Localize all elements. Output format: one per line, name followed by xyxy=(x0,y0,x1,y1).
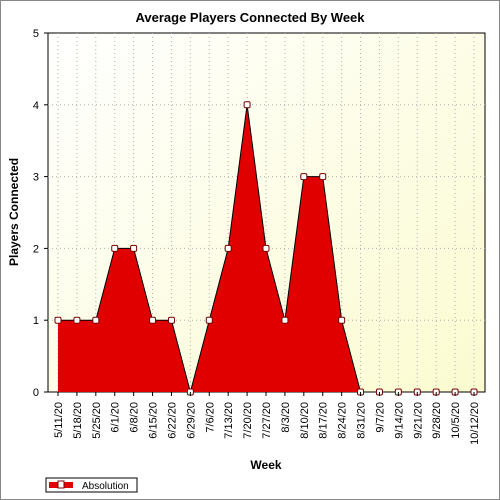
y-axis-label: Players Connected xyxy=(7,158,21,266)
x-tick-label: 7/27/20 xyxy=(261,402,273,439)
x-tick-label: 5/18/20 xyxy=(72,402,84,439)
y-tick-label: 0 xyxy=(33,387,39,399)
x-tick-label: 10/12/20 xyxy=(469,402,481,445)
data-point xyxy=(224,244,232,252)
data-point xyxy=(319,173,327,181)
x-tick-label: 6/8/20 xyxy=(129,402,141,433)
data-point xyxy=(54,316,62,324)
legend: Absolution xyxy=(45,477,138,493)
data-point xyxy=(243,101,251,109)
x-tick-label: 6/22/20 xyxy=(166,402,178,439)
chart-title: Average Players Connected By Week xyxy=(135,10,365,25)
x-tick-label: 9/7/20 xyxy=(374,402,386,433)
legend-box xyxy=(45,477,138,493)
x-tick-label: 9/28/20 xyxy=(431,402,443,439)
x-tick-label: 8/10/20 xyxy=(299,402,311,439)
y-axis-ticks: 0 1 2 3 4 5 xyxy=(33,28,48,399)
x-tick-label: 9/14/20 xyxy=(393,402,405,439)
legend-marker xyxy=(57,480,65,489)
data-point xyxy=(73,316,81,324)
data-point xyxy=(167,316,175,324)
data-point xyxy=(92,316,100,324)
data-point xyxy=(111,244,119,252)
data-point xyxy=(338,316,346,324)
x-tick-label: 5/11/20 xyxy=(53,402,65,438)
x-axis-label: Week xyxy=(250,458,281,472)
x-tick-label: 7/20/20 xyxy=(242,402,254,439)
data-point xyxy=(130,244,138,252)
x-tick-label: 6/29/20 xyxy=(185,402,197,439)
x-tick-label: 10/5/20 xyxy=(450,402,462,439)
x-tick-label: 8/17/20 xyxy=(318,402,330,439)
data-point xyxy=(300,173,308,181)
y-tick-label: 1 xyxy=(33,315,39,327)
x-tick-label: 7/13/20 xyxy=(223,402,235,439)
x-tick-label: 7/6/20 xyxy=(204,402,216,433)
x-tick-label: 6/1/20 xyxy=(110,402,122,433)
data-point xyxy=(262,244,270,252)
x-axis-ticks: 5/11/20 5/18/20 5/25/20 6/1/20 6/8/20 6/15/20… xyxy=(53,392,481,445)
x-tick-label: 8/3/20 xyxy=(280,402,292,433)
x-tick-label: 6/15/20 xyxy=(148,402,160,439)
y-tick-label: 2 xyxy=(33,243,39,255)
data-point xyxy=(281,316,289,324)
data-point xyxy=(149,316,157,324)
x-tick-label: 8/24/20 xyxy=(337,402,349,439)
y-tick-label: 5 xyxy=(33,28,39,40)
y-tick-label: 3 xyxy=(33,172,39,184)
x-tick-label: 5/25/20 xyxy=(91,402,103,439)
data-point xyxy=(205,316,213,324)
series-markers xyxy=(54,101,478,396)
legend-label: Absolution xyxy=(82,481,129,492)
x-tick-label: 8/31/20 xyxy=(356,402,368,439)
x-tick-label: 9/21/20 xyxy=(412,402,424,439)
y-tick-label: 4 xyxy=(33,100,39,112)
